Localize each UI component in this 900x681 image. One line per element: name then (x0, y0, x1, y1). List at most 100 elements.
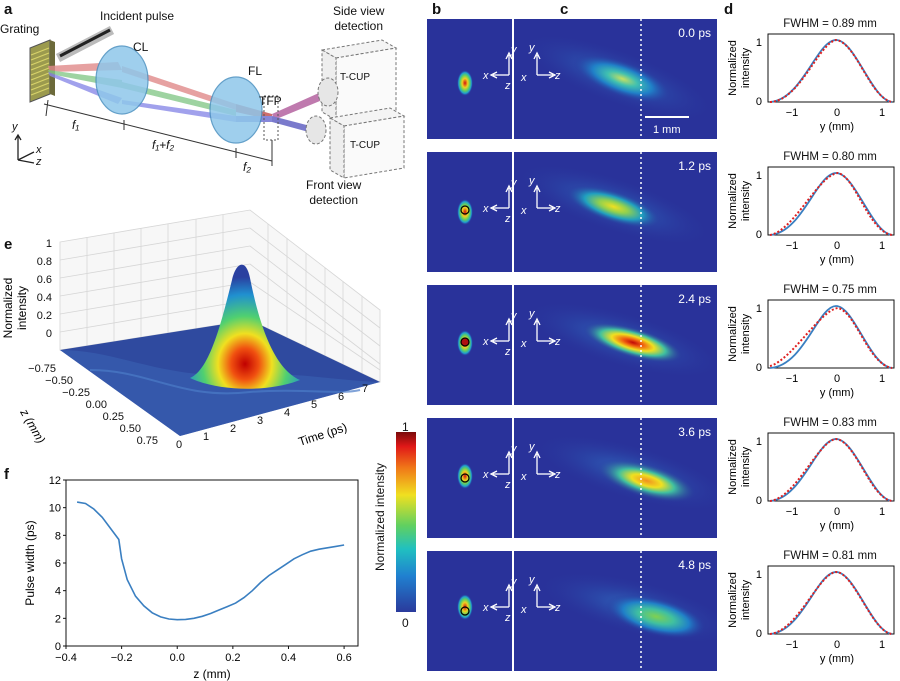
xlabel: y (mm) (820, 121, 854, 133)
x-tick-label: −0.2 (111, 652, 133, 664)
panel-c-label: c (560, 1, 569, 18)
ylabel: intensity (740, 180, 752, 221)
axis-y: y (528, 441, 536, 453)
focusing-lens (209, 76, 263, 144)
axis-z: z (504, 346, 511, 358)
ttick: 6 (338, 391, 344, 403)
ttick: 5 (311, 399, 317, 411)
axis-x: x (482, 203, 489, 215)
xtick: 0 (834, 639, 840, 651)
xtick: 1 (879, 240, 885, 252)
pulse-width-chart: 0 2 4 6 8 10 12 −0.4 −0.2 0.0 0.2 0.4 0.6 z (mm) Pu… (23, 475, 359, 681)
axes-icon (489, 51, 557, 79)
side-view-pulse (582, 322, 684, 363)
fl-label: FL (248, 64, 263, 78)
time-axis-label: Time (ps) (297, 420, 349, 449)
axis-y: y (528, 175, 536, 187)
f2-label: f₂ (243, 160, 251, 174)
f1f2-label: f₁+f₂ (152, 138, 175, 152)
xtick: −1 (786, 639, 799, 651)
colorbar-min: 0 (402, 616, 409, 630)
measured-profile (769, 570, 893, 635)
ytick: 0 (756, 628, 762, 640)
frame-tile: y x z y x z 3.6 ps (427, 418, 717, 538)
axis-y: y (510, 310, 518, 322)
frame-tile: y x z y x z 4.8 ps (427, 551, 717, 671)
time-ticks: 0 1 2 3 4 5 6 7 (176, 383, 368, 451)
reference-circle (460, 205, 470, 215)
pulse-width-line (76, 501, 345, 621)
colorbar-max: 1 (402, 420, 409, 434)
axis-x: x (482, 602, 489, 614)
ytick: 1 (756, 436, 762, 448)
xtick: −1 (786, 240, 799, 252)
side-view-pulse (565, 184, 662, 229)
axis-z: z (554, 469, 561, 481)
ylabel: intensity (740, 579, 752, 620)
ttick: 4 (284, 407, 290, 419)
ylabel: intensity (740, 313, 752, 354)
side-tcup-label: T-CUP (340, 72, 370, 83)
axis-z-label: z (36, 156, 42, 168)
setup-diagram (14, 26, 406, 179)
ylabel: intensity (740, 446, 752, 487)
frame-time: 1.2 ps (678, 159, 711, 173)
ytick: 1 (756, 170, 762, 182)
reference-circle (460, 337, 470, 347)
axis-y-label: y (12, 121, 18, 133)
y-tick-label: 12 (49, 475, 61, 487)
x-tick-label: 0.4 (281, 652, 296, 664)
xtick: 1 (879, 107, 885, 119)
xtick: 0 (834, 107, 840, 119)
axis-x-label: x (36, 144, 42, 156)
axis-x: x (520, 604, 527, 616)
ttick: 1 (203, 431, 209, 443)
ztick: 1 (46, 238, 52, 250)
axes-icon (489, 450, 557, 478)
fwhm-label: FWHM = 0.81 mm (783, 550, 877, 562)
gaussian-fit (769, 172, 893, 236)
profile-plot: 1 0 −1 0 1 y (mm) Normalized intensity (727, 299, 895, 399)
y-tick-label: 8 (55, 530, 61, 542)
xlabel: y (mm) (820, 254, 854, 266)
y-tick-label: 4 (55, 586, 61, 598)
reference-circle (460, 473, 470, 483)
zmmtick: −0.50 (45, 375, 73, 387)
axis-z: z (554, 336, 561, 348)
x-axis-label: z (mm) (193, 667, 230, 681)
xlabel: y (mm) (820, 387, 854, 399)
ytick: 0 (756, 495, 762, 507)
front-view-spot (457, 70, 473, 96)
front-tcup-label: T-CUP (350, 140, 380, 151)
y-tick-label: 0 (55, 641, 61, 653)
ttick: 7 (362, 383, 368, 395)
axis-y: y (510, 44, 518, 56)
tfp-marker (263, 95, 279, 141)
x-tick-label: 0.0 (170, 652, 185, 664)
zmm-axis-label: z (mm) (17, 406, 48, 446)
ylabel: Normalized (727, 572, 739, 628)
ztick: 0.6 (37, 274, 52, 286)
y-axis-label: Pulse width (ps) (23, 520, 37, 605)
ytick: 0 (756, 229, 762, 241)
grid-3d (59, 209, 381, 383)
xlabel: y (mm) (820, 520, 854, 532)
ztick: 0 (46, 328, 52, 340)
ztick: 0.2 (37, 310, 52, 322)
frame-time: 2.4 ps (678, 292, 711, 306)
axis-z: z (504, 612, 511, 624)
zmmtick: −0.25 (62, 387, 90, 399)
profile-plot: 1 0 −1 0 1 y (mm) Normalized intensity (727, 432, 895, 532)
plot-frame (65, 479, 359, 647)
front-view-spot (457, 199, 473, 225)
side-view-pulse (573, 54, 672, 104)
frame-tile: y x z y x z 0.0 ps 1 mm (427, 19, 717, 139)
cl-label: CL (133, 40, 149, 54)
measured-profile (769, 306, 893, 369)
x-tick-label: −0.4 (55, 652, 77, 664)
zmmtick: 0.25 (103, 411, 124, 423)
frame-time: 3.6 ps (678, 425, 711, 439)
gaussian-fit (769, 39, 893, 103)
axis-z: z (554, 203, 561, 215)
profile-plot: 1 0 −1 0 1 y (mm) Normalized intensity (727, 565, 895, 665)
